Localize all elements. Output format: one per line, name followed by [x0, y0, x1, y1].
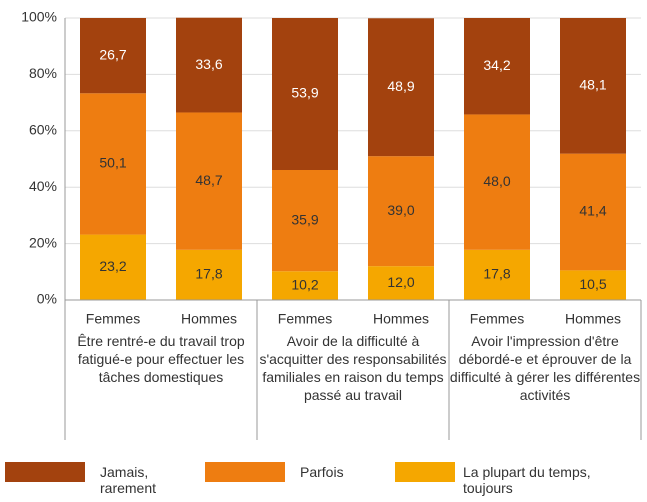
data-label: 53,9 [291, 85, 318, 101]
bar-segment [272, 169, 338, 272]
x-tick-label: Hommes [373, 311, 429, 327]
bar-segment [176, 112, 242, 250]
group-label: Être rentré-e du travail trop fatigué-e … [77, 333, 245, 385]
x-tick-label: Hommes [565, 311, 621, 327]
y-tick-label: 100% [21, 9, 57, 25]
x-tick-label: Femmes [470, 311, 524, 327]
y-tick-label: 60% [29, 122, 57, 138]
data-label: 17,8 [195, 266, 222, 282]
group-label: Avoir de la difficulté à s'acquitter des… [259, 333, 447, 403]
y-tick-label: 40% [29, 178, 57, 194]
legend-swatch [5, 462, 85, 482]
bar-segment [368, 18, 434, 157]
bar-segment [368, 156, 434, 267]
y-tick-label: 20% [29, 234, 57, 250]
x-tick-label: Hommes [181, 311, 237, 327]
x-tick-label: Femmes [86, 311, 140, 327]
bar-segment [560, 153, 626, 271]
legend-label: La plupart du temps, toujours [463, 464, 591, 496]
data-label: 41,4 [579, 203, 606, 219]
bar-segment [464, 249, 530, 300]
data-label: 48,7 [195, 172, 222, 188]
data-label: 39,0 [387, 202, 414, 218]
data-label: 35,9 [291, 211, 318, 227]
legend-swatch [205, 462, 285, 482]
bar-segment [560, 270, 626, 300]
bar-segment [272, 271, 338, 300]
data-label: 48,1 [579, 77, 606, 93]
group-label: Avoir l'impression d'être débordé-e et é… [449, 333, 641, 403]
bar-segment [464, 114, 530, 250]
bar-segment [272, 18, 338, 170]
data-label: 10,5 [579, 276, 606, 292]
y-tick-label: 0% [37, 291, 57, 307]
legend-swatch [395, 462, 455, 482]
y-tick-label: 80% [29, 65, 57, 81]
bar-segment [176, 17, 242, 113]
data-label: 48,9 [387, 78, 414, 94]
bar-segment [368, 266, 434, 300]
x-tick-label: Femmes [278, 311, 332, 327]
data-label: 23,2 [99, 258, 126, 274]
data-label: 26,7 [99, 46, 126, 62]
bar-segment [176, 249, 242, 300]
legend-label: Parfois [300, 464, 344, 480]
data-label: 48,0 [483, 173, 510, 189]
bar-segment [464, 18, 530, 115]
bar-segment [560, 18, 626, 154]
data-label: 50,1 [99, 155, 126, 171]
data-label: 10,2 [291, 276, 318, 292]
bar-segment [80, 234, 146, 300]
data-label: 12,0 [387, 274, 414, 290]
data-label: 33,6 [195, 56, 222, 72]
data-label: 17,8 [483, 266, 510, 282]
bar-segment [80, 18, 146, 94]
bar-segment [80, 93, 146, 235]
legend-label: Jamais, rarement [100, 464, 157, 496]
data-label: 34,2 [483, 57, 510, 73]
